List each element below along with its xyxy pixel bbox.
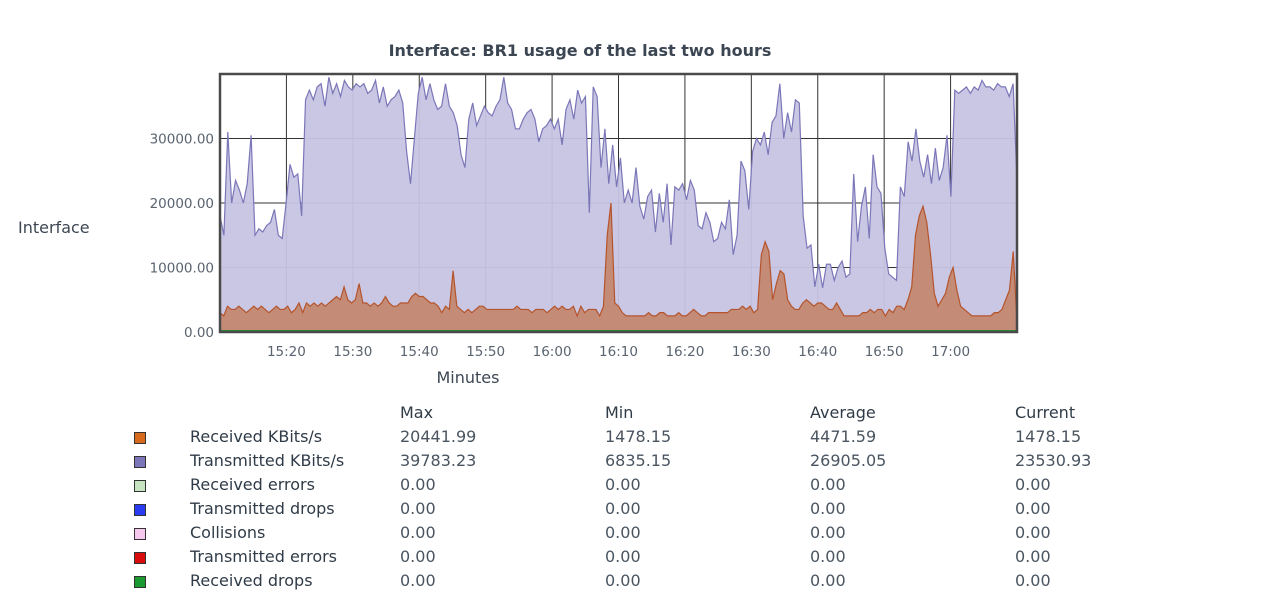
x-axis-label: Minutes [437, 368, 500, 387]
x-axis: 15:20 15:30 15:40 15:50 16:00 16:10 16:20 16:30… [267, 344, 970, 360]
legend-max: 20441.99 [400, 427, 477, 446]
legend-row-transmitted-kbits: Transmitted KBits/s 39783.23 6835.15 269… [0, 451, 1269, 475]
legend-label: Collisions [190, 523, 266, 542]
legend-swatch [134, 432, 146, 444]
x-tick-label: 16:20 [665, 344, 704, 360]
legend-average: 0.00 [810, 547, 846, 566]
chart-title: Interface: BR1 usage of the last two hou… [389, 41, 772, 60]
x-tick-label: 15:20 [267, 344, 306, 360]
legend-header-max: Max [400, 403, 434, 422]
legend-min: 0.00 [605, 475, 641, 494]
legend-average: 0.00 [810, 523, 846, 542]
legend-label: Transmitted drops [190, 499, 335, 518]
transmitted-kbits-s-line [219, 77, 1018, 288]
legend-row-collisions: Collisions 0.00 0.00 0.00 0.00 [0, 523, 1269, 547]
legend-average: 26905.05 [810, 451, 887, 470]
legend-min: 1478.15 [605, 427, 672, 446]
legend-row-received-kbits: Received KBits/s 20441.99 1478.15 4471.5… [0, 427, 1269, 451]
x-tick-label: 16:30 [732, 344, 771, 360]
x-tick-label: 15:30 [333, 344, 372, 360]
legend-row-transmitted-drops: Transmitted drops 0.00 0.00 0.00 0.00 [0, 499, 1269, 523]
legend-label: Received drops [190, 571, 313, 590]
x-tick-label: 16:00 [533, 344, 572, 360]
transmitted-kbits-s-area [220, 77, 1017, 332]
x-tick-label: 15:40 [400, 344, 439, 360]
legend-current: 0.00 [1015, 475, 1051, 494]
y-tick-label: 20000.00 [150, 196, 214, 212]
usage-chart: Interface: BR1 usage of the last two hou… [18, 41, 1019, 387]
legend-average: 0.00 [810, 499, 846, 518]
legend-swatch [134, 456, 146, 468]
legend-min: 6835.15 [605, 451, 672, 470]
legend-row-received-drops: Received drops 0.00 0.00 0.00 0.00 [0, 571, 1269, 595]
legend-average: 0.00 [810, 571, 846, 590]
received-kbits-s-area [220, 203, 1017, 332]
legend-min: 0.00 [605, 547, 641, 566]
legend-min: 0.00 [605, 499, 641, 518]
legend-max: 0.00 [400, 475, 436, 494]
received-kbits-s-line [219, 202, 1018, 323]
legend-average: 0.00 [810, 475, 846, 494]
x-tick-label: 15:50 [466, 344, 505, 360]
legend-row-received-errors: Received errors 0.00 0.00 0.00 0.00 [0, 475, 1269, 499]
legend-average: 4471.59 [810, 427, 877, 446]
legend-header-current: Current [1015, 403, 1076, 422]
legend-label: Received errors [190, 475, 315, 494]
legend-label: Received KBits/s [190, 427, 323, 446]
legend-max: 0.00 [400, 523, 436, 542]
legend-max: 0.00 [400, 571, 436, 590]
plot-frame [218, 72, 1019, 334]
legend-header-min: Min [605, 403, 634, 422]
legend-label: Transmitted KBits/s [190, 451, 345, 470]
legend-min: 0.00 [605, 523, 641, 542]
legend-header-average: Average [810, 403, 876, 422]
x-tick-label: 17:00 [931, 344, 970, 360]
y-axis: 0.00 10000.00 20000.00 30000.00 [150, 132, 214, 342]
legend-swatch [134, 576, 146, 588]
x-tick-label: 16:10 [599, 344, 638, 360]
legend-swatch [134, 528, 146, 540]
legend-current: 0.00 [1015, 499, 1051, 518]
legend-min: 0.00 [605, 571, 641, 590]
legend-max: 0.00 [400, 499, 436, 518]
legend-current: 23530.93 [1015, 451, 1092, 470]
legend-current: 0.00 [1015, 547, 1051, 566]
y-tick-label: 10000.00 [150, 261, 214, 277]
legend-label: Transmitted errors [190, 547, 338, 566]
legend-current: 1478.15 [1015, 427, 1082, 446]
y-axis-label: Interface [18, 218, 90, 237]
x-tick-label: 16:40 [798, 344, 837, 360]
legend-swatch [134, 552, 146, 564]
legend-max: 0.00 [400, 547, 436, 566]
y-tick-label: 0.00 [184, 325, 214, 341]
legend-swatch [134, 504, 146, 516]
legend-current: 0.00 [1015, 523, 1051, 542]
legend-current: 0.00 [1015, 571, 1051, 590]
y-tick-label: 30000.00 [150, 132, 214, 148]
legend-row-transmitted-errors: Transmitted errors 0.00 0.00 0.00 0.00 [0, 547, 1269, 571]
legend-swatch [134, 480, 146, 492]
legend-max: 39783.23 [400, 451, 477, 470]
x-tick-label: 16:50 [865, 344, 904, 360]
